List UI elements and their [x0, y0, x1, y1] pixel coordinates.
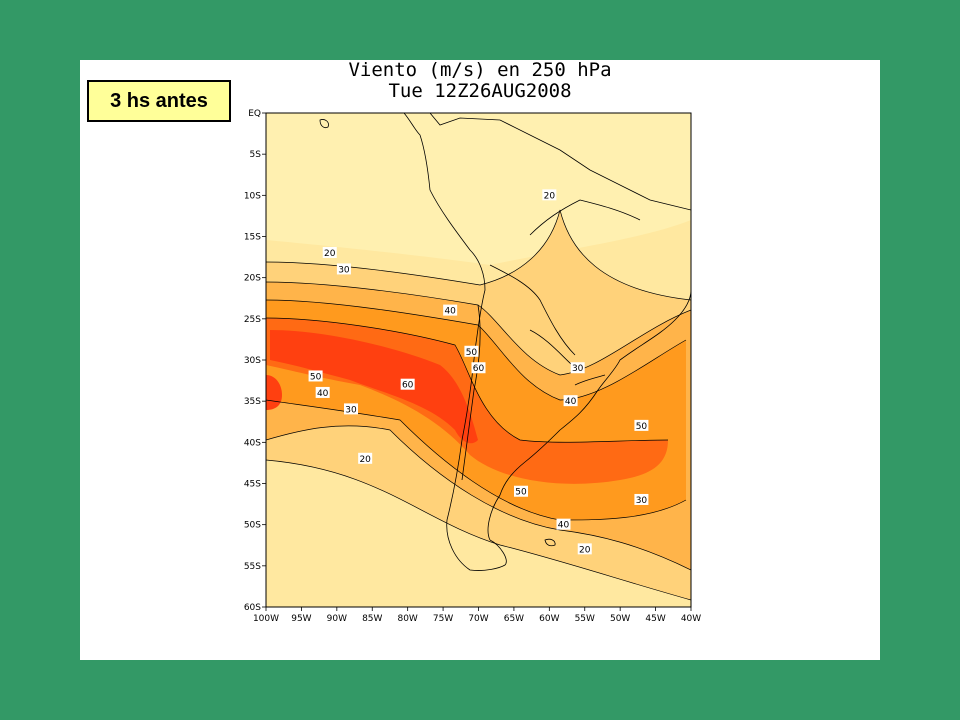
contour-label: 40 — [317, 389, 329, 399]
fill-gt60-west — [266, 375, 282, 410]
contour-label-background — [471, 362, 486, 374]
contour-30 — [266, 281, 691, 376]
contour-label: 60 — [473, 364, 485, 374]
contour-label: 30 — [636, 496, 648, 506]
lat-label: 35S — [244, 397, 261, 407]
lat-label: 10S — [244, 191, 261, 201]
contour-label: 40 — [558, 521, 570, 531]
contour-south-20 — [266, 459, 691, 601]
contour-50 — [266, 317, 669, 443]
contour-lines — [266, 209, 691, 601]
contour-label: 50 — [310, 372, 322, 382]
contour-south-30 — [266, 425, 691, 571]
lon-label: 40W — [681, 614, 701, 624]
lat-label: 55S — [244, 562, 261, 572]
falkland-islands — [544, 538, 556, 547]
lon-label: 75W — [433, 614, 453, 624]
lon-label: 70W — [468, 614, 488, 624]
river-plate-estuary — [574, 374, 606, 386]
longitude-axis: 100W 95W 90W 85W 80W 75W 70W 65W 60W 55W 50W 45W 40W — [253, 607, 701, 624]
contour-label: 20 — [579, 545, 591, 555]
lon-label: 90W — [327, 614, 347, 624]
lat-label: EQ — [248, 109, 261, 119]
contour-label-background — [514, 485, 528, 497]
contour-label-background — [344, 403, 358, 415]
contour-label-background — [308, 370, 323, 382]
border-brazil — [529, 199, 641, 236]
contour-label-background — [577, 543, 592, 555]
lat-label: 5S — [250, 150, 262, 160]
contour-label-background — [542, 189, 557, 201]
border-andes — [461, 304, 481, 481]
fill-gt60 — [270, 330, 478, 444]
contour-label: 20 — [324, 249, 336, 259]
contour-label-background — [634, 419, 649, 431]
map-title-date: Tue 12Z26AUG2008 — [388, 80, 572, 102]
lat-label: 20S — [244, 274, 261, 284]
map-title: Viento (m/s) en 250 hPa Tue 12Z26AUG2008 — [300, 60, 660, 102]
lon-label: 80W — [397, 614, 417, 624]
lon-label: 60W — [539, 614, 559, 624]
contour-label-background — [464, 345, 479, 357]
lon-label: 65W — [504, 614, 524, 624]
contour-label: 30 — [572, 364, 584, 374]
coastline-north — [429, 113, 691, 211]
lat-label: 60S — [244, 603, 261, 613]
contour-label-background — [634, 493, 649, 505]
border-bolivia — [489, 264, 576, 356]
lon-label: 85W — [362, 614, 382, 624]
contour-label: 20 — [544, 191, 556, 201]
lon-label: 45W — [645, 614, 665, 624]
lead-time-label: 3 hs antes — [87, 80, 231, 122]
contour-label-background — [556, 518, 571, 530]
lat-label: 45S — [244, 480, 261, 490]
contour-label-background — [570, 362, 585, 374]
coastlines — [319, 113, 691, 571]
contour-label: 40 — [444, 307, 456, 317]
contour-label-background — [358, 452, 373, 464]
contour-label: 30 — [345, 405, 357, 415]
lat-label: 40S — [244, 438, 261, 448]
contour-label-background — [400, 378, 415, 390]
contour-label: 50 — [636, 422, 648, 432]
contour-label: 50 — [466, 348, 478, 358]
galapagos-islands — [319, 119, 329, 128]
lon-label: 100W — [253, 614, 279, 624]
contour-label-background — [315, 386, 330, 398]
contour-label: 60 — [402, 381, 414, 391]
contour-20 — [266, 209, 691, 301]
contour-label: 20 — [359, 455, 371, 465]
contour-label-background — [336, 263, 351, 275]
lon-label: 55W — [575, 614, 595, 624]
contour-label-background — [322, 246, 337, 258]
lat-label: 50S — [244, 521, 261, 531]
lat-label: 30S — [244, 356, 261, 366]
lat-label: 25S — [244, 315, 261, 325]
contour-label: 40 — [565, 397, 577, 407]
contour-label-background — [563, 395, 578, 407]
wind-contour-fills — [266, 113, 691, 607]
contour-label-background — [443, 304, 458, 316]
lat-label: 15S — [244, 233, 261, 243]
contour-label: 50 — [515, 488, 527, 498]
map-title-variable: Viento (m/s) en 250 hPa — [348, 59, 612, 81]
contour-south-40 — [266, 399, 687, 521]
lon-label: 95W — [291, 614, 311, 624]
coastline-south-america — [403, 113, 691, 571]
contour-label: 30 — [338, 265, 350, 275]
lon-label: 50W — [610, 614, 630, 624]
contour-40 — [266, 299, 687, 401]
latitude-axis: EQ 5S 10S 15S 20S 25S 30S 35S 40S 45S 50S 55S 60S — [244, 109, 266, 613]
